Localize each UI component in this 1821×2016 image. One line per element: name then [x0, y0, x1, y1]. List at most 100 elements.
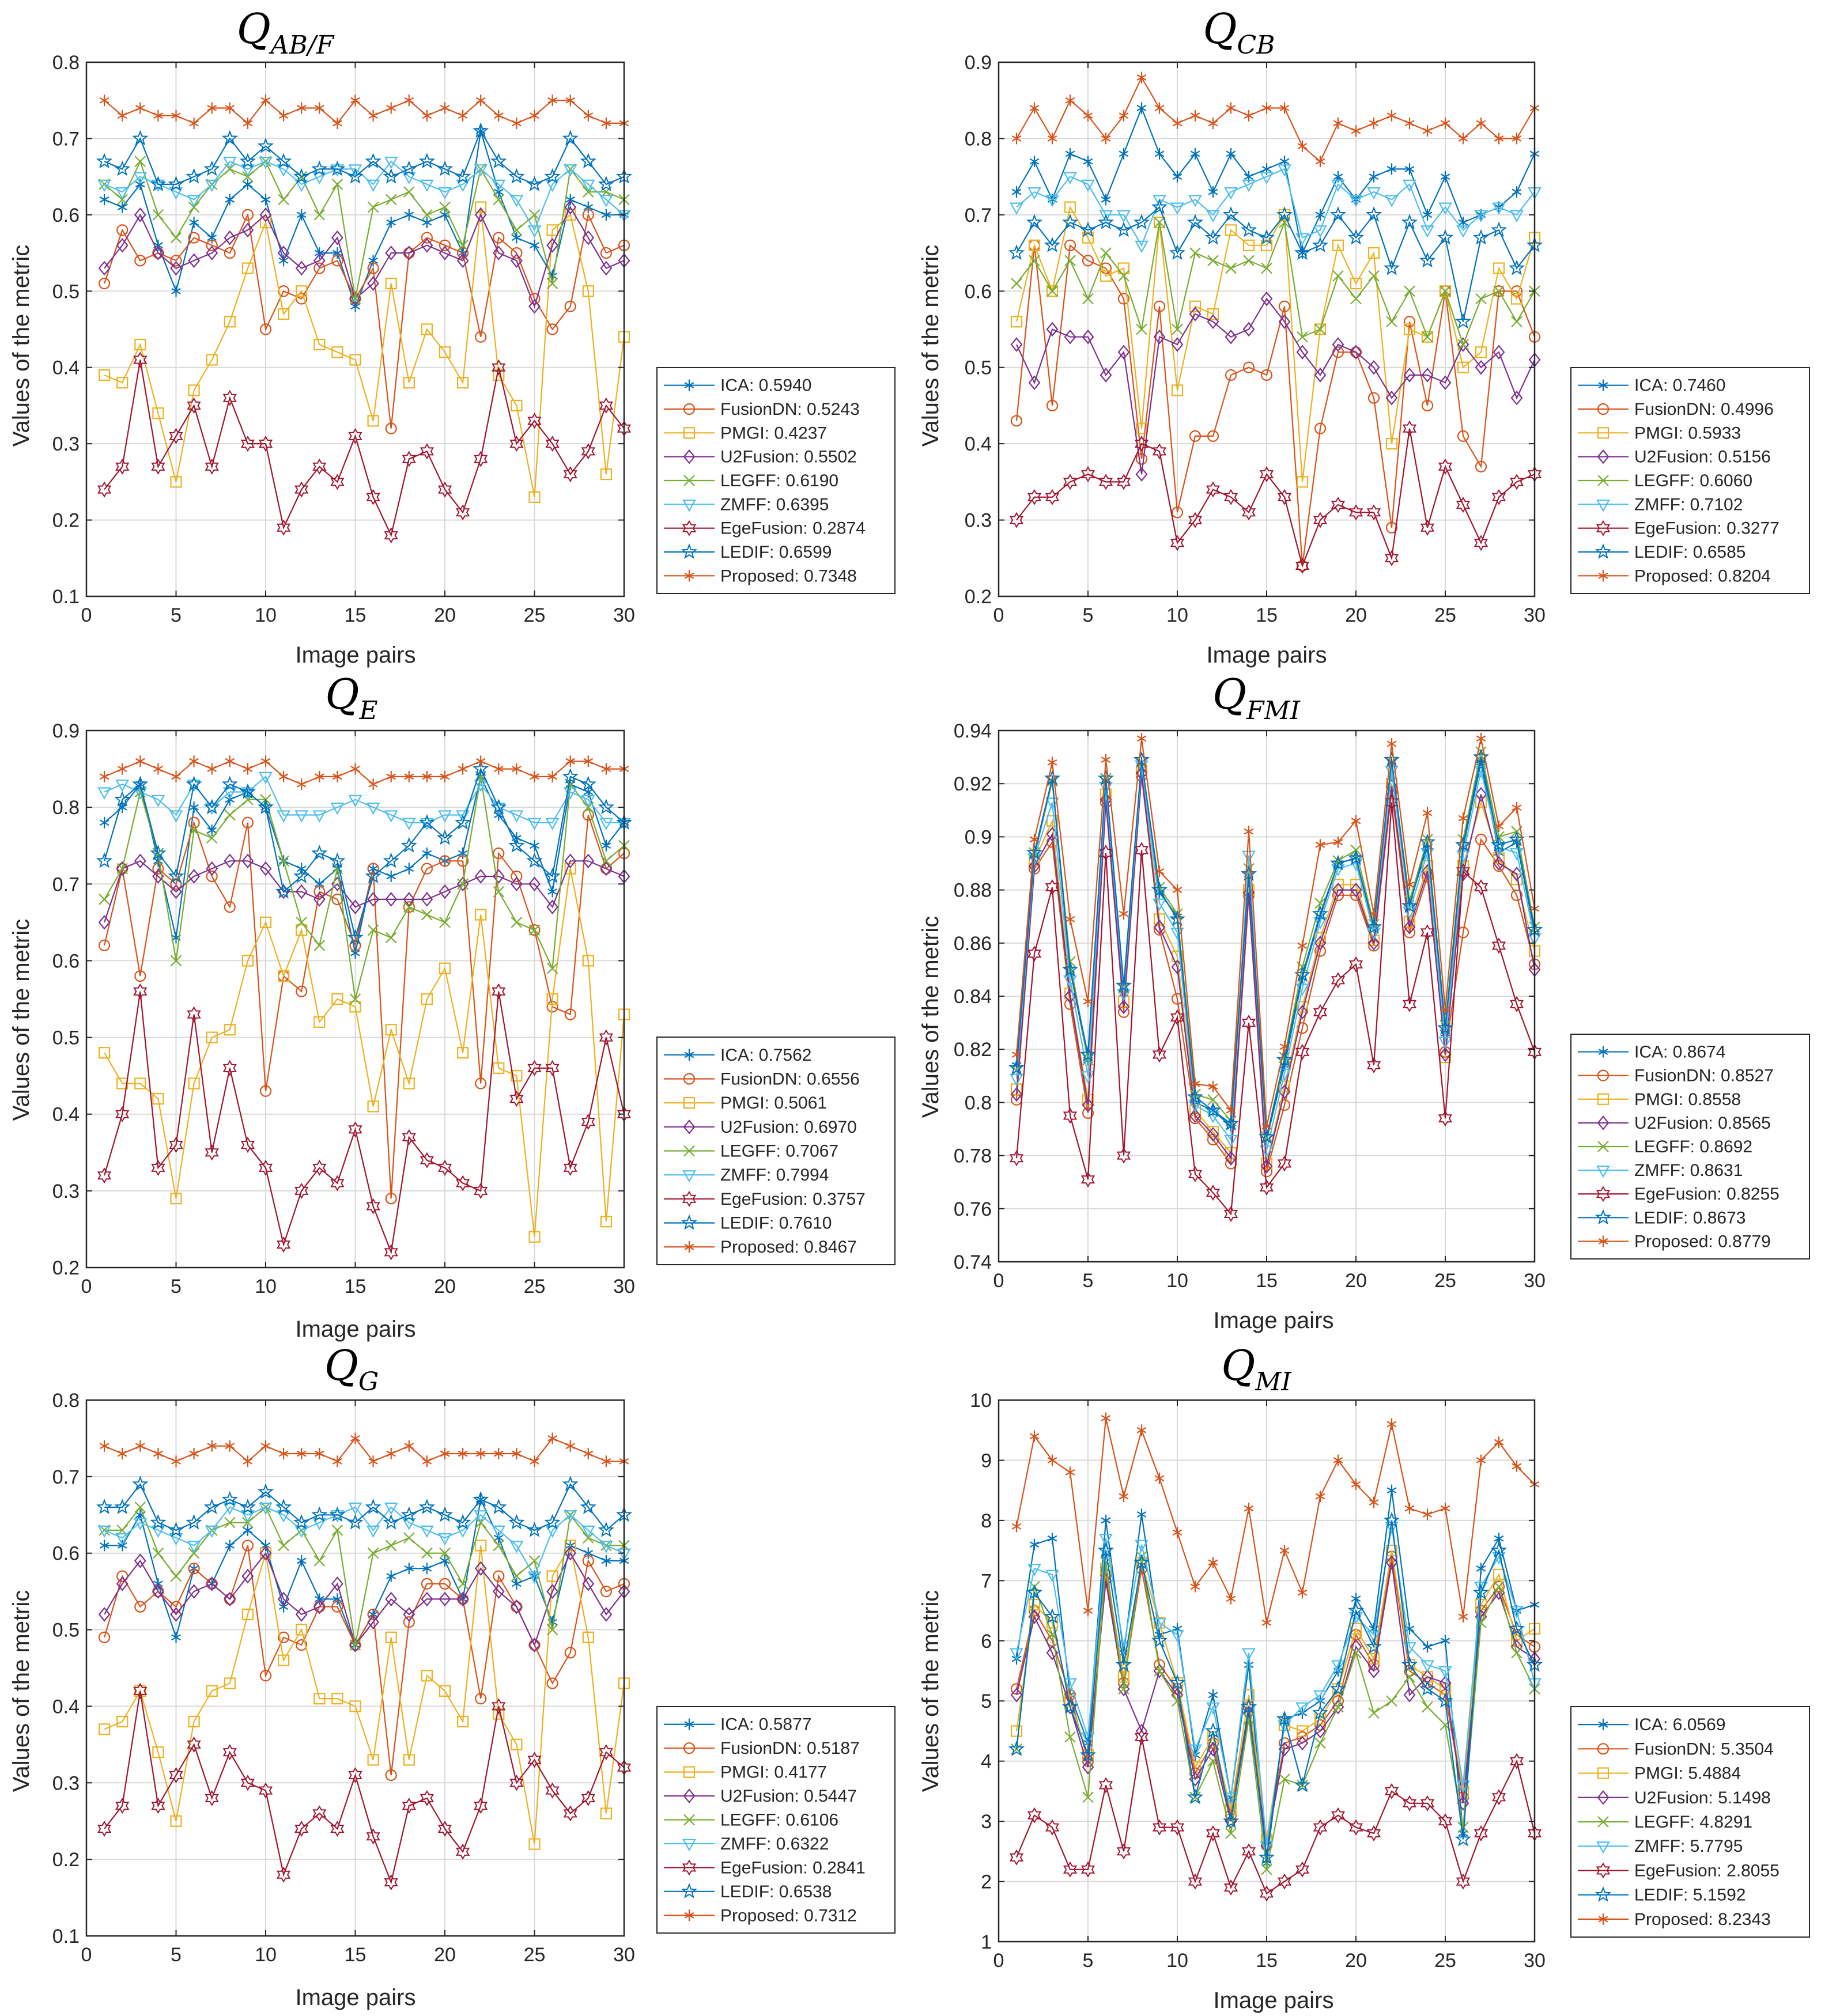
data-point-u2fusion [1153, 1663, 1166, 1678]
data-point-legff [546, 278, 558, 289]
legend: ICA: 0.8674 FusionDN: 0.8527 PMGI: 0.8558 U… [1570, 1034, 1810, 1259]
legend: ICA: 0.5940 FusionDN: 0.5243 PMGI: 0.4237 U… [656, 367, 896, 594]
x-tick-label: 10 [255, 1944, 277, 1966]
data-point-proposed [1119, 1491, 1129, 1503]
data-point-ica [547, 886, 557, 898]
data-point-ledif [168, 868, 184, 884]
data-point-pmgi [546, 224, 558, 236]
data-point-ledif [1008, 1740, 1025, 1756]
data-point-fusiondn [564, 1647, 576, 1659]
data-point-fusiondn [331, 893, 343, 906]
data-point-pmgi [367, 415, 379, 427]
data-point-u2fusion [492, 245, 505, 260]
data-point-legff [313, 209, 326, 221]
data-point-ledif [1294, 1776, 1311, 1792]
y-tick-label: 0.82 [954, 1039, 992, 1061]
data-point-ica [1029, 156, 1040, 168]
chart-panel-qg: QG 0 5 10 15 20 25 300.10.20.30.40.50.60.70.8 … [9, 1341, 896, 2010]
legend-marker-u2fusion [1597, 1115, 1610, 1130]
data-point-ica [1244, 1659, 1254, 1671]
data-point-u2fusion [1421, 368, 1434, 383]
legend-marker-u2fusion [1597, 449, 1610, 464]
data-point-u2fusion [1153, 330, 1166, 345]
data-point-egefusion [1045, 879, 1060, 895]
data-point-zmff [1403, 179, 1416, 192]
data-point-u2fusion [349, 1637, 361, 1652]
data-point-u2fusion [116, 1576, 129, 1591]
legend-marker-egefusion [682, 1859, 697, 1876]
data-point-pmgi [403, 1077, 415, 1090]
y-tick-label: 0.6 [52, 1543, 80, 1565]
data-point-zmff [1027, 1564, 1041, 1576]
data-point-fusiondn [582, 209, 594, 221]
data-point-ledif [275, 153, 292, 169]
data-point-zmff [1420, 225, 1434, 238]
data-point-fusiondn [1475, 460, 1487, 472]
data-point-egefusion [545, 436, 560, 452]
y-axis-label: Values of the metric [9, 245, 34, 447]
data-point-zmff [366, 179, 380, 192]
data-point-pmgi [206, 354, 218, 366]
data-point-egefusion [1223, 1879, 1238, 1896]
data-point-egefusion [115, 1106, 130, 1122]
legend-marker-zmff [1596, 1841, 1610, 1854]
data-point-egefusion [1420, 519, 1435, 536]
data-point-legff [1154, 1665, 1165, 1677]
data-point-ica [117, 1540, 127, 1552]
data-point-legff [439, 1547, 451, 1559]
data-point-u2fusion [1385, 1555, 1398, 1570]
data-point-fusiondn [1260, 1166, 1273, 1178]
data-point-egefusion [1134, 1728, 1149, 1745]
data-point-ledif [1204, 229, 1222, 245]
legend-marker-legff [683, 1814, 695, 1826]
y-tick-label: 0.9 [965, 826, 992, 848]
y-axis-label: Values of the metric [918, 245, 943, 447]
data-point-proposed [1440, 1503, 1450, 1514]
data-point-ledif [293, 868, 310, 884]
data-point-proposed [1136, 1424, 1147, 1436]
data-point-legff [1225, 1828, 1237, 1839]
series-line-egefusion [1015, 802, 1536, 1216]
data-point-ica [1136, 1508, 1147, 1520]
data-point-u2fusion [403, 1607, 415, 1622]
data-point-egefusion [1474, 1825, 1488, 1841]
data-point-pmgi [1010, 1725, 1023, 1737]
data-point-zmff [1403, 1642, 1416, 1655]
data-point-proposed [1029, 1430, 1040, 1442]
x-tick-label: 25 [524, 1944, 546, 1966]
data-point-fusiondn [439, 1578, 451, 1590]
data-point-egefusion [437, 481, 452, 498]
data-point-egefusion [133, 1682, 148, 1699]
data-point-ledif [580, 153, 596, 169]
data-point-proposed [1244, 109, 1254, 122]
data-point-legff [1029, 255, 1040, 267]
data-point-pmgi [170, 476, 182, 488]
data-point-zmff [277, 164, 290, 177]
data-point-zmff [1206, 210, 1220, 223]
data-point-zmff [205, 1525, 219, 1538]
data-point-proposed [1297, 140, 1308, 152]
data-point-u2fusion [600, 1607, 613, 1622]
data-point-ica [99, 1540, 109, 1552]
data-point-ica [1011, 186, 1022, 198]
data-point-ica [99, 194, 109, 206]
data-point-zmff [1117, 210, 1131, 223]
data-point-zmff [115, 1533, 130, 1546]
data-point-proposed [350, 1432, 360, 1444]
data-point-egefusion [1080, 1861, 1095, 1878]
data-point-ledif [114, 160, 131, 176]
data-point-proposed [1065, 1466, 1075, 1478]
data-point-egefusion [1456, 1873, 1471, 1890]
data-point-u2fusion [1207, 1126, 1219, 1142]
data-point-egefusion [1277, 489, 1292, 505]
data-point-ica [1119, 147, 1129, 160]
data-point-ica [458, 848, 468, 860]
data-point-egefusion [1009, 512, 1024, 528]
data-point-pmgi [170, 1815, 182, 1827]
data-point-legff [278, 1540, 289, 1552]
data-point-ledif [1061, 214, 1079, 230]
data-point-u2fusion [528, 1637, 541, 1652]
x-tick-label: 30 [1524, 604, 1546, 626]
data-point-u2fusion [582, 853, 595, 869]
data-point-u2fusion [564, 853, 577, 869]
